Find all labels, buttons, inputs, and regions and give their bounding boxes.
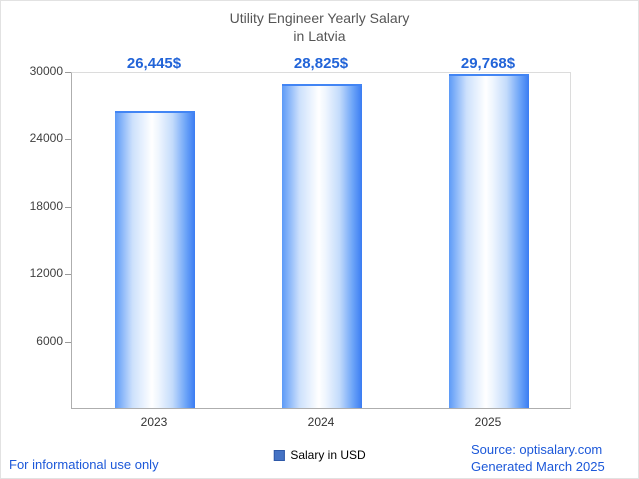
- bar-value-label: 29,768$: [460, 55, 516, 72]
- bar-2025: [449, 74, 529, 408]
- y-axis-tick-mark: [65, 274, 71, 276]
- bar-value-label: 26,445$: [126, 55, 182, 72]
- chart-title-line2: in Latvia: [293, 28, 346, 45]
- x-axis-category-label: 2023: [140, 415, 168, 429]
- legend: Salary in USD: [273, 448, 366, 462]
- y-axis-tick-label: 6000: [36, 333, 63, 348]
- generated-text: Generated March 2025: [471, 459, 605, 474]
- y-axis-tick-label: 12000: [29, 266, 63, 281]
- y-axis-tick-label: 30000: [29, 64, 63, 78]
- plot-area: [71, 72, 571, 409]
- source-block: Source: optisalary.com Generated March 2…: [471, 441, 605, 475]
- source-link[interactable]: Source: optisalary.com: [471, 442, 603, 457]
- bar-2023: [115, 111, 195, 408]
- y-axis-tick-label: 18000: [29, 198, 63, 213]
- x-axis-category-label: 2024: [307, 415, 335, 429]
- legend-label: Salary in USD: [290, 448, 366, 462]
- chart-title-line1: Utility Engineer Yearly Salary: [229, 10, 410, 26]
- legend-swatch-icon: [273, 449, 285, 461]
- y-axis-tick-mark: [65, 341, 71, 343]
- x-axis-category-label: 2025: [474, 415, 502, 429]
- bar-2024: [282, 84, 362, 408]
- y-axis-tick-mark: [65, 206, 71, 208]
- y-axis-tick-label: 24000: [29, 131, 63, 146]
- chart-title: Utility Engineer Yearly Salary in Latvia: [1, 9, 638, 46]
- y-axis-tick-mark: [65, 139, 71, 141]
- y-axis-tick-mark: [65, 72, 71, 73]
- disclaimer-text: For informational use only: [9, 457, 159, 472]
- bar-value-label: 28,825$: [293, 55, 349, 72]
